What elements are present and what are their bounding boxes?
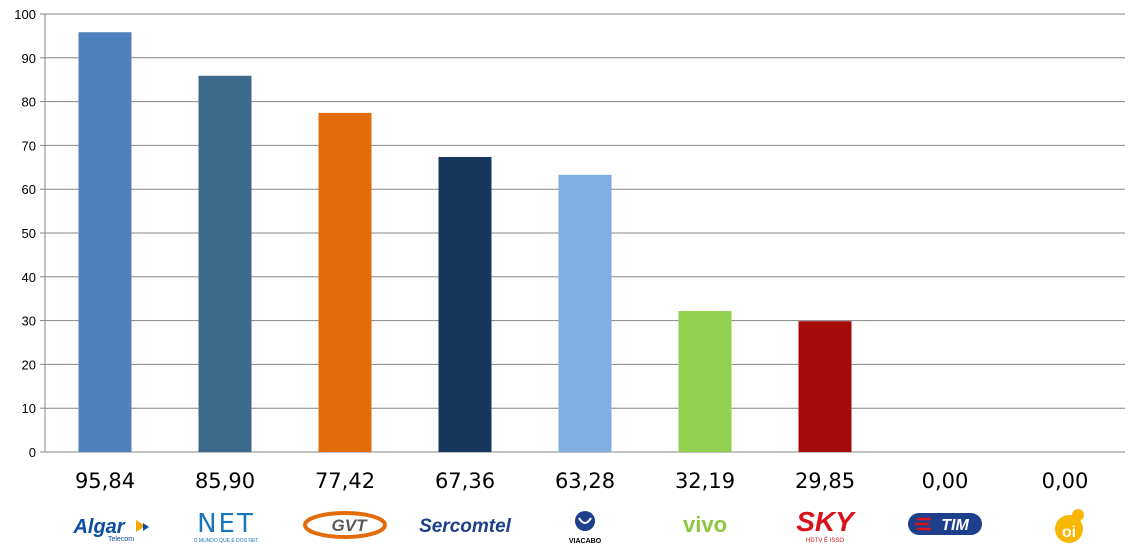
svg-text:TIM: TIM: [941, 517, 969, 534]
value-label: 32,19: [675, 469, 735, 493]
svg-text:GVT: GVT: [332, 516, 369, 535]
value-label: 85,90: [195, 469, 255, 493]
svg-text:vivo: vivo: [683, 512, 727, 537]
oi-logo: oi: [1055, 509, 1084, 543]
value-label: 63,28: [555, 469, 615, 493]
bar-4: [438, 156, 492, 452]
svg-text:NET: NET: [197, 509, 255, 539]
value-label: 67,36: [435, 469, 495, 493]
y-tick-label: 80: [22, 95, 36, 110]
value-label: 95,84: [75, 469, 135, 493]
bar-2: [198, 75, 252, 453]
y-tick-label: 100: [14, 7, 36, 22]
sercomtel-logo: Sercomtel: [419, 516, 512, 537]
y-tick-label: 0: [29, 445, 36, 460]
y-tick-label: 10: [22, 401, 36, 416]
vivo-logo: vivo: [683, 512, 727, 537]
bar-6: [678, 311, 732, 452]
svg-text:HDTV É ISSO: HDTV É ISSO: [806, 537, 844, 544]
svg-text:oi: oi: [1062, 524, 1076, 541]
svg-text:O MUNDO QUE É DOS NET: O MUNDO QUE É DOS NET: [194, 537, 259, 544]
bar-1: [78, 32, 132, 453]
bars: [78, 32, 852, 453]
value-label: 0,00: [922, 469, 969, 493]
y-axis-ticks: 0 10 20 30 40 50 60 70 80 90 100: [14, 7, 36, 460]
y-tick-label: 60: [22, 182, 36, 197]
svg-text:Algar: Algar: [72, 516, 125, 538]
value-labels: 95,84 85,90 77,42 67,36 63,28 32,19 29,85 0,00 0…: [75, 469, 1088, 493]
value-label: 77,42: [315, 469, 375, 493]
svg-text:Sercomtel: Sercomtel: [419, 516, 512, 537]
bar-7: [798, 321, 852, 452]
bar-5: [558, 174, 612, 452]
tim-logo: TIM: [908, 513, 982, 535]
value-label: 0,00: [1042, 469, 1089, 493]
y-tick-label: 20: [22, 357, 36, 372]
bar-3: [318, 112, 372, 453]
y-tick-label: 30: [22, 314, 36, 329]
viacabo-logo: VIACABO: [569, 511, 602, 545]
svg-text:SKY: SKY: [796, 506, 856, 537]
y-tick-label: 90: [22, 51, 36, 66]
y-tick-label: 50: [22, 226, 36, 241]
y-tick-label: 40: [22, 270, 36, 285]
value-label: 29,85: [795, 469, 855, 493]
gvt-logo: GVT: [303, 511, 387, 539]
svg-text:Telecom: Telecom: [108, 536, 134, 543]
y-tick-label: 70: [22, 138, 36, 153]
svg-text:VIACABO: VIACABO: [569, 538, 602, 545]
